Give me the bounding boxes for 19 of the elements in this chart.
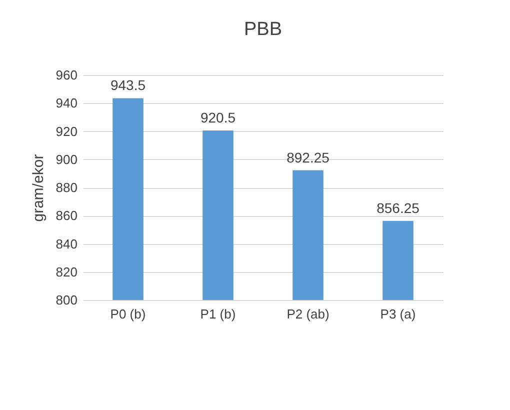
chart-title: PBB xyxy=(244,19,282,40)
data-label: 892.25 xyxy=(286,149,330,166)
y-tick-label: 880 xyxy=(56,180,78,195)
y-axis-title: gram/ekor xyxy=(30,154,47,222)
y-tick-label: 900 xyxy=(56,152,78,167)
y-tick-label: 960 xyxy=(56,68,78,82)
x-tick-label: P1 (b) xyxy=(200,306,236,322)
x-tick-label: P3 (a) xyxy=(380,306,416,322)
x-tick-label: P0 (b) xyxy=(110,306,146,322)
y-tick-label: 840 xyxy=(56,236,78,252)
y-tick-label: 940 xyxy=(56,96,78,111)
data-label: 943.5 xyxy=(110,77,146,94)
y-tick-label: 920 xyxy=(56,124,78,139)
data-label: 920.5 xyxy=(200,110,236,126)
y-tick-label: 820 xyxy=(56,264,78,280)
data-label: 856.25 xyxy=(376,200,420,216)
x-tick-label: P2 (ab) xyxy=(286,306,330,322)
y-tick-label: 860 xyxy=(56,208,78,224)
y-tick-label: 800 xyxy=(56,292,78,308)
